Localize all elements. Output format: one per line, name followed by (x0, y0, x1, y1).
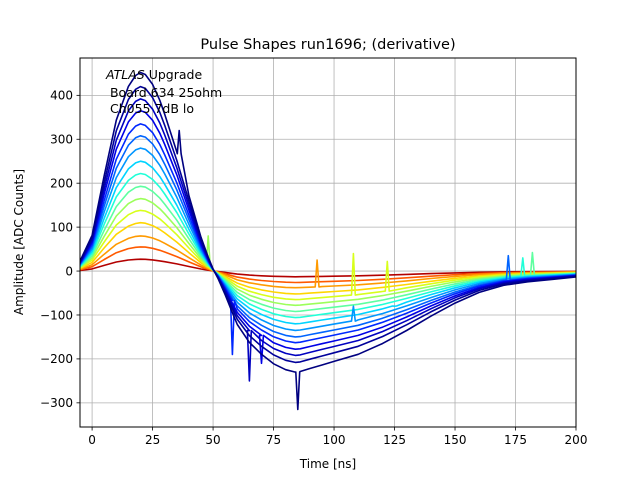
series-line-s9 (80, 160, 576, 325)
y-tick-label: 400 (50, 89, 73, 103)
x-tick-label: 200 (565, 433, 588, 447)
series-line-s11 (80, 135, 576, 338)
y-axis-label: Amplitude [ADC Counts] (12, 169, 26, 315)
annotation-channel: Ch055 7dB lo (106, 101, 194, 116)
svg-text:ATLAS Upgrade: ATLAS Upgrade (105, 67, 202, 82)
series-line-s13 (80, 109, 576, 365)
y-tick-label: 300 (50, 133, 73, 147)
x-tick-label: 125 (383, 433, 406, 447)
series-line-s2 (80, 246, 576, 284)
x-axis-label: Time [ns] (299, 457, 356, 471)
series-line-s1 (80, 258, 576, 278)
x-tick-label: 0 (88, 433, 96, 447)
annotation-board: Board 634 25ohm (106, 85, 222, 100)
y-tick-label: 200 (50, 176, 73, 190)
y-axis-ticks: −300 −200 −100 0 100 200 300 400 (40, 89, 80, 410)
plot-area (80, 71, 576, 411)
x-tick-label: 150 (444, 433, 467, 447)
y-tick-label: −100 (40, 308, 73, 322)
series-line-s6 (80, 197, 576, 307)
y-tick-label: −200 (40, 352, 73, 366)
y-tick-label: 0 (65, 264, 73, 278)
annotation-upgrade: Upgrade (145, 67, 203, 82)
series-line-s5 (80, 209, 576, 301)
series-line-s15 (80, 85, 576, 364)
y-tick-label: −300 (40, 396, 73, 410)
annotation-atlas: ATLAS (105, 67, 145, 82)
x-tick-label: 25 (145, 433, 160, 447)
series-line-s7 (80, 185, 576, 313)
atlas-annotation: ATLAS Upgrade Board 634 25ohm Ch055 7dB … (105, 67, 222, 116)
series-line-s4 (80, 221, 576, 295)
series-line-s12 (80, 123, 576, 356)
series-group (80, 71, 576, 411)
series-line-s3 (80, 235, 576, 289)
series-line-s8 (80, 172, 576, 319)
chart-title: Pulse Shapes run1696; (derivative) (200, 37, 455, 53)
x-tick-label: 75 (266, 433, 281, 447)
axes-frame (79, 57, 577, 428)
y-tick-label: 100 (50, 220, 73, 234)
x-axis-ticks: 0 25 50 75 100 125 150 175 200 (88, 427, 587, 447)
x-tick-label: 175 (504, 433, 527, 447)
series-line-s10 (80, 147, 576, 332)
x-tick-label: 50 (205, 433, 220, 447)
series-line-s14 (80, 98, 576, 382)
x-tick-label: 100 (323, 433, 346, 447)
series-line-s16 (80, 71, 576, 411)
